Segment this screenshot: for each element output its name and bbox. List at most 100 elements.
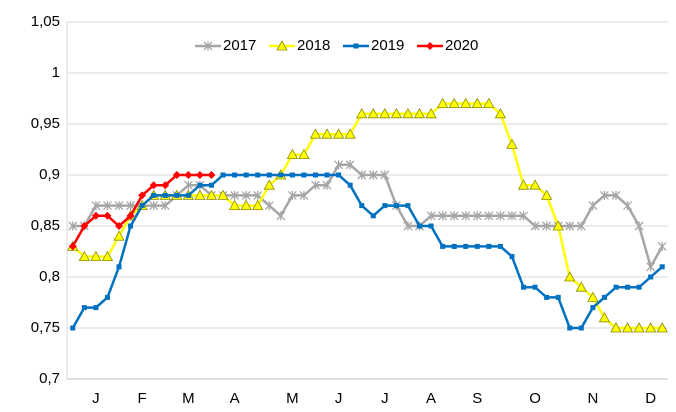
marker bbox=[484, 211, 494, 221]
marker bbox=[113, 230, 125, 241]
marker bbox=[334, 160, 344, 170]
marker bbox=[509, 254, 515, 260]
marker bbox=[555, 294, 561, 300]
marker bbox=[311, 180, 320, 190]
marker bbox=[544, 294, 550, 300]
legend-label: 2019 bbox=[371, 37, 404, 54]
marker bbox=[336, 172, 342, 178]
marker bbox=[601, 294, 607, 300]
marker bbox=[91, 211, 100, 220]
marker bbox=[68, 242, 77, 251]
marker bbox=[426, 211, 436, 221]
marker bbox=[185, 192, 191, 198]
marker bbox=[428, 223, 434, 229]
marker bbox=[461, 211, 471, 221]
marker bbox=[276, 211, 286, 221]
marker bbox=[322, 180, 332, 190]
marker bbox=[172, 171, 181, 179]
marker bbox=[126, 201, 136, 211]
marker bbox=[382, 203, 388, 209]
marker bbox=[507, 211, 517, 221]
marker bbox=[102, 201, 112, 211]
marker bbox=[460, 97, 472, 108]
marker bbox=[451, 243, 457, 249]
marker bbox=[379, 107, 391, 119]
marker bbox=[532, 284, 538, 290]
marker bbox=[552, 220, 564, 231]
marker bbox=[380, 170, 390, 180]
marker bbox=[312, 172, 318, 178]
marker bbox=[529, 179, 541, 190]
marker bbox=[659, 264, 665, 270]
marker bbox=[217, 189, 229, 200]
y-tick-label: 0,7 bbox=[39, 370, 60, 387]
marker bbox=[353, 43, 359, 49]
marker bbox=[449, 211, 459, 221]
marker bbox=[289, 172, 295, 178]
marker bbox=[565, 221, 575, 231]
marker bbox=[263, 179, 275, 190]
x-tick-label: J bbox=[335, 390, 343, 407]
marker bbox=[564, 271, 576, 282]
marker bbox=[517, 179, 530, 190]
marker bbox=[472, 211, 482, 221]
marker bbox=[232, 172, 238, 178]
marker bbox=[309, 128, 322, 139]
marker bbox=[471, 97, 483, 108]
marker bbox=[576, 221, 586, 231]
marker bbox=[149, 201, 159, 211]
marker bbox=[203, 41, 213, 51]
marker bbox=[646, 262, 656, 272]
x-tick-label: F bbox=[138, 390, 147, 407]
marker bbox=[228, 199, 241, 210]
marker bbox=[356, 107, 368, 119]
marker bbox=[402, 107, 414, 119]
marker bbox=[578, 325, 584, 331]
marker bbox=[162, 192, 168, 198]
legend-label: 2018 bbox=[297, 37, 330, 54]
marker bbox=[114, 201, 124, 211]
marker bbox=[324, 172, 330, 178]
marker bbox=[521, 284, 527, 290]
marker bbox=[321, 128, 333, 139]
marker bbox=[359, 203, 365, 209]
marker bbox=[417, 223, 423, 229]
marker bbox=[506, 138, 518, 149]
x-tick-label: A bbox=[426, 390, 436, 407]
marker bbox=[78, 250, 91, 261]
marker bbox=[611, 190, 621, 200]
marker bbox=[483, 97, 495, 108]
marker bbox=[230, 190, 240, 200]
marker bbox=[567, 325, 573, 331]
x-tick-label: M bbox=[286, 390, 299, 407]
marker bbox=[255, 172, 261, 178]
marker bbox=[463, 243, 469, 249]
marker bbox=[390, 107, 403, 119]
y-tick-label: 0,95 bbox=[31, 115, 60, 132]
marker bbox=[126, 211, 135, 220]
marker bbox=[519, 211, 528, 221]
marker bbox=[405, 203, 411, 209]
legend-label: 2017 bbox=[223, 37, 256, 54]
marker bbox=[276, 40, 288, 51]
marker bbox=[636, 284, 642, 290]
marker bbox=[370, 213, 376, 219]
marker bbox=[599, 190, 609, 200]
marker bbox=[494, 107, 507, 119]
marker bbox=[161, 181, 170, 190]
marker bbox=[184, 171, 193, 179]
marker bbox=[440, 243, 446, 249]
marker bbox=[104, 294, 110, 300]
marker bbox=[588, 201, 598, 211]
y-tick-label: 0,75 bbox=[31, 319, 60, 336]
marker bbox=[151, 192, 157, 198]
marker bbox=[657, 241, 667, 251]
marker bbox=[497, 243, 503, 249]
x-tick-label: D bbox=[645, 390, 656, 407]
x-tick-label: J bbox=[381, 390, 389, 407]
marker bbox=[241, 190, 251, 200]
marker bbox=[613, 284, 619, 290]
marker bbox=[243, 172, 249, 178]
marker bbox=[345, 160, 355, 170]
marker bbox=[413, 107, 426, 119]
